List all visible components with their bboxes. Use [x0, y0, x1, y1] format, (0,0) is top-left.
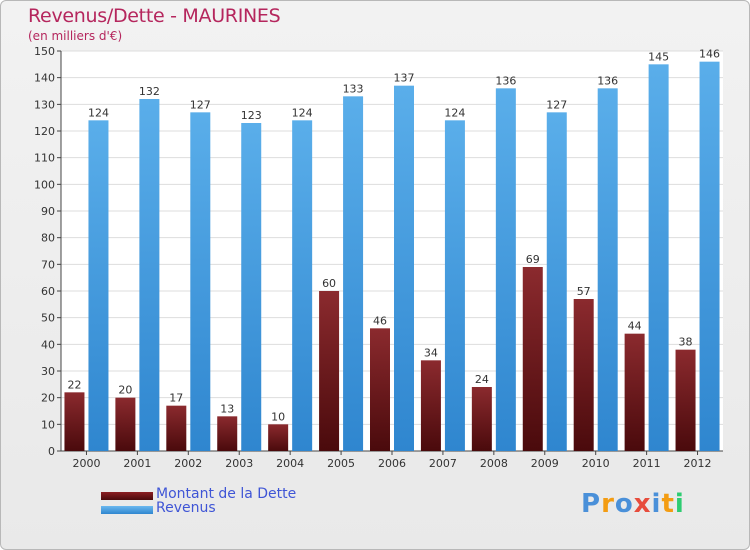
- x-tick-label: 2008: [480, 457, 508, 470]
- proxiti-logo: Proxiti: [581, 489, 685, 519]
- legend-label-dette: Montant de la Dette: [156, 486, 297, 502]
- bar-dette: [217, 416, 238, 451]
- data-label-dette: 10: [271, 410, 285, 423]
- y-tick-label: 40: [41, 338, 55, 351]
- y-tick-label: 120: [34, 125, 55, 138]
- data-label-dette: 34: [424, 346, 438, 359]
- data-label-revenus: 136: [597, 74, 618, 87]
- data-label-revenus: 132: [139, 85, 160, 98]
- bar-dette: [522, 267, 543, 451]
- bar-revenus: [190, 112, 211, 451]
- data-label-revenus: 124: [88, 106, 109, 119]
- bar-revenus: [597, 88, 618, 451]
- logo-letter: P: [581, 489, 602, 519]
- y-tick-label: 50: [41, 312, 55, 325]
- data-label-revenus: 127: [190, 98, 211, 111]
- bar-revenus: [444, 120, 465, 451]
- data-label-dette: 22: [67, 378, 81, 391]
- bar-revenus: [343, 96, 364, 451]
- y-tick-label: 10: [41, 418, 55, 431]
- data-label-dette: 57: [577, 285, 591, 298]
- y-tick-label: 90: [41, 205, 55, 218]
- data-label-revenus: 123: [241, 109, 262, 122]
- data-label-revenus: 146: [699, 48, 720, 61]
- data-label-dette: 20: [118, 384, 132, 397]
- y-tick-label: 80: [41, 232, 55, 245]
- data-label-revenus: 137: [394, 72, 415, 85]
- bar-dette: [166, 405, 187, 451]
- bar-revenus: [88, 120, 109, 451]
- x-tick-label: 2000: [72, 457, 100, 470]
- data-label-dette: 46: [373, 314, 387, 327]
- bar-dette: [268, 424, 289, 451]
- data-label-revenus: 145: [648, 50, 669, 63]
- bar-dette: [573, 299, 594, 451]
- logo-letter: o: [614, 489, 634, 519]
- chart-subtitle: (en milliers d'€): [28, 29, 123, 43]
- bar-dette: [675, 349, 696, 451]
- logo-letter: x: [633, 489, 652, 519]
- x-tick-label: 2010: [582, 457, 610, 470]
- data-label-dette: 60: [322, 277, 336, 290]
- y-tick-label: 0: [48, 445, 55, 458]
- x-tick-label: 2011: [633, 457, 661, 470]
- y-tick-label: 70: [41, 258, 55, 271]
- data-label-dette: 17: [169, 392, 183, 405]
- bar-revenus: [546, 112, 567, 451]
- legend-swatch-dette: [101, 492, 153, 500]
- data-label-revenus: 133: [343, 82, 364, 95]
- data-label-revenus: 136: [495, 74, 516, 87]
- legend-swatch-revenus: [101, 506, 153, 514]
- legend-label-revenus: Revenus: [156, 500, 216, 516]
- logo-letter: i: [674, 489, 685, 519]
- y-tick-label: 30: [41, 365, 55, 378]
- y-tick-label: 140: [34, 72, 55, 85]
- bar-dette: [319, 291, 340, 451]
- x-tick-label: 2006: [378, 457, 406, 470]
- x-tick-label: 2005: [327, 457, 355, 470]
- y-tick-label: 20: [41, 392, 55, 405]
- x-tick-label: 2012: [684, 457, 712, 470]
- bar-revenus: [139, 99, 160, 451]
- y-tick-label: 130: [34, 98, 55, 111]
- data-label-dette: 13: [220, 402, 234, 415]
- data-label-dette: 44: [628, 320, 642, 333]
- y-tick-label: 150: [34, 45, 55, 58]
- bar-dette: [420, 360, 441, 451]
- x-tick-label: 2002: [174, 457, 202, 470]
- bar-dette: [471, 387, 492, 451]
- bar-revenus: [241, 123, 262, 451]
- x-tick-label: 2003: [225, 457, 253, 470]
- logo-letter: i: [651, 489, 662, 519]
- bar-dette: [624, 333, 645, 451]
- chart-title: Revenus/Dette - MAURINES: [28, 5, 281, 27]
- bar-dette: [64, 392, 85, 451]
- y-tick-label: 110: [34, 152, 55, 165]
- bar-revenus: [292, 120, 313, 451]
- bar-revenus: [394, 85, 414, 452]
- bar-revenus: [648, 64, 669, 452]
- logo-letter: r: [601, 489, 615, 519]
- data-label-revenus: 124: [444, 106, 465, 119]
- data-label-dette: 69: [526, 253, 540, 266]
- y-tick-label: 100: [34, 178, 55, 191]
- x-tick-label: 2004: [276, 457, 304, 470]
- bar-dette: [115, 397, 136, 451]
- x-tick-label: 2009: [531, 457, 559, 470]
- bar-dette: [370, 328, 390, 451]
- data-label-revenus: 124: [292, 106, 313, 119]
- data-label-dette: 38: [679, 336, 693, 349]
- y-tick-label: 60: [41, 285, 55, 298]
- data-label-dette: 24: [475, 373, 489, 386]
- data-label-revenus: 127: [546, 98, 567, 111]
- bar-revenus: [495, 88, 516, 451]
- logo-letter: t: [661, 489, 675, 519]
- plot-area: [61, 51, 723, 451]
- x-tick-label: 2001: [123, 457, 151, 470]
- bar-revenus: [699, 61, 720, 452]
- x-tick-label: 2007: [429, 457, 457, 470]
